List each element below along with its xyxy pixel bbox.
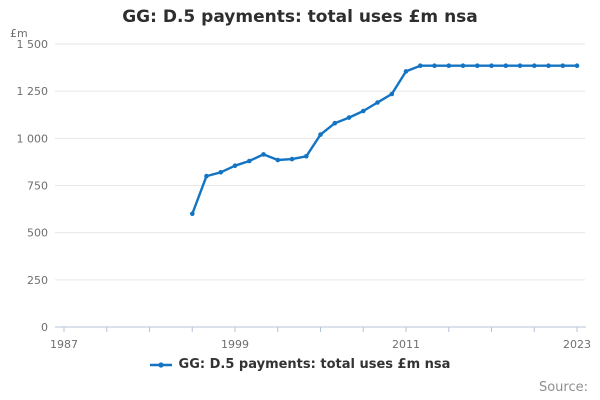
y-tick-label: 0 — [41, 321, 48, 334]
data-point-marker[interactable] — [318, 132, 323, 137]
data-point-marker[interactable] — [403, 69, 409, 74]
y-tick-label: 1 250 — [17, 85, 49, 98]
data-point-marker[interactable] — [375, 100, 380, 105]
data-point-marker[interactable] — [432, 63, 437, 68]
x-tick-label: 2011 — [392, 338, 420, 351]
data-point-marker[interactable] — [275, 157, 281, 163]
data-point-marker[interactable] — [346, 115, 352, 120]
data-point-marker[interactable] — [247, 158, 252, 164]
data-point-marker[interactable] — [232, 163, 238, 168]
data-point-marker[interactable] — [304, 154, 309, 159]
data-point-marker[interactable] — [503, 63, 509, 68]
y-tick-label: 250 — [27, 274, 48, 287]
legend-item[interactable]: GG: D.5 payments: total uses £m nsa — [149, 357, 451, 372]
chart-title: GG: D.5 payments: total uses £m nsa — [122, 7, 478, 27]
data-point-marker[interactable] — [574, 63, 580, 68]
data-point-marker[interactable] — [546, 63, 551, 68]
source-note: Source: — [538, 380, 588, 395]
x-tick-label: 2023 — [563, 338, 591, 351]
data-point-marker[interactable] — [475, 63, 480, 68]
data-point-marker[interactable] — [289, 156, 295, 162]
data-point-marker[interactable] — [560, 63, 566, 68]
y-tick-label: 500 — [27, 227, 48, 240]
data-point-marker[interactable] — [332, 120, 338, 126]
data-point-marker[interactable] — [204, 173, 209, 179]
y-tick-label: 750 — [27, 180, 48, 193]
legend-line-marker-icon — [149, 361, 172, 368]
x-tick-label: 1999 — [221, 338, 249, 351]
data-point-marker[interactable] — [418, 63, 423, 68]
series-line — [191, 64, 577, 215]
data-point-marker[interactable] — [517, 63, 523, 68]
data-point-marker[interactable] — [218, 170, 224, 175]
data-point-marker[interactable] — [261, 152, 266, 157]
data-point-marker[interactable] — [446, 63, 452, 68]
legend-series-label: GG: D.5 payments: total uses £m nsa — [178, 357, 451, 372]
x-tick-label: 1987 — [50, 338, 78, 351]
data-point-marker[interactable] — [190, 211, 195, 217]
legend: GG: D.5 payments: total uses £m nsa — [0, 357, 600, 372]
y-tick-label: 1 000 — [17, 132, 49, 145]
y-axis-unit-label: £m — [10, 27, 28, 40]
y-tick-label: 1 500 — [17, 38, 49, 51]
data-point-marker[interactable] — [361, 108, 366, 114]
data-point-marker[interactable] — [489, 63, 494, 68]
data-point-marker[interactable] — [532, 63, 537, 68]
data-point-marker[interactable] — [389, 91, 395, 97]
data-point-marker[interactable] — [460, 63, 466, 68]
